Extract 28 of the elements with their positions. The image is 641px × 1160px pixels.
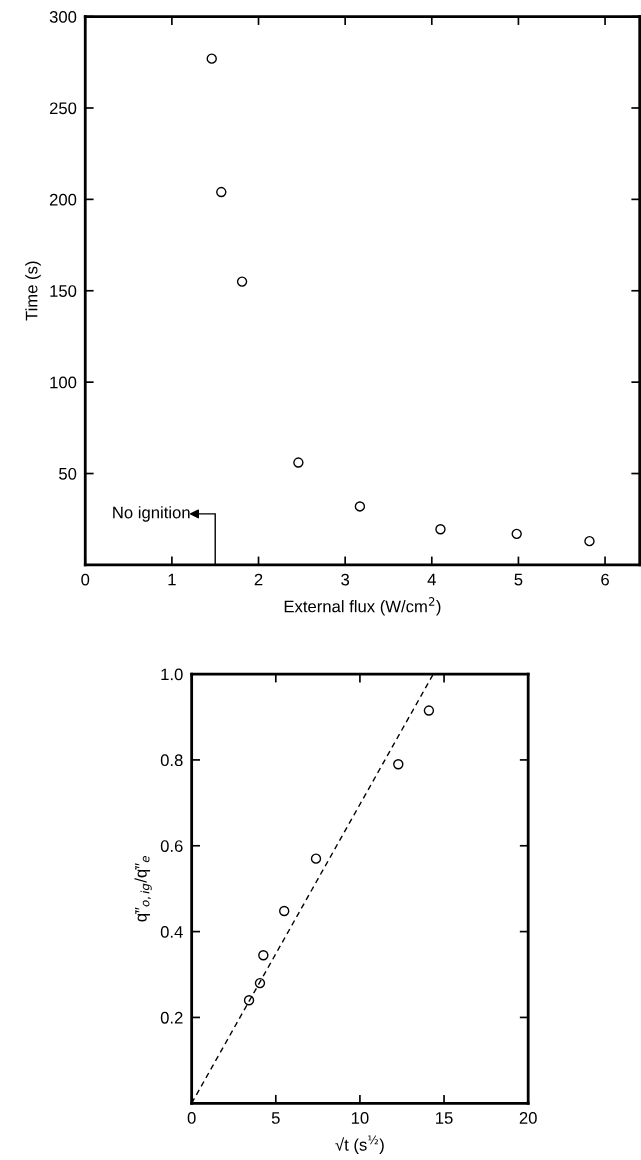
x-tick-label: 20 — [519, 1112, 537, 1124]
y-tick-label: 0.6 — [160, 840, 183, 852]
y-tick-label: 0.8 — [160, 754, 183, 767]
x-tick-label: 5 — [271, 1112, 280, 1124]
y-tick-label: 250 — [49, 102, 77, 115]
x-tick-label: 0 — [187, 1112, 196, 1124]
y-tick-label: 300 — [49, 10, 77, 23]
x-tick-label: 15 — [436, 1112, 453, 1124]
y-tick-label: 50 — [59, 467, 77, 480]
annotation: No ignition — [113, 506, 190, 522]
x-axis-title: External flux (W/cm$^{2}$) — [284, 597, 441, 616]
y-tick-label: 0.4 — [160, 926, 183, 938]
x-tick-label: 3 — [341, 573, 350, 586]
y-tick-label: 0.2 — [160, 1011, 183, 1024]
y-tick-label: 200 — [49, 193, 77, 206]
y-tick-label: 100 — [50, 376, 77, 389]
x-tick-label: 0 — [81, 573, 90, 586]
x-tick-label: 6 — [601, 573, 609, 586]
x-axis-title: √t (s$^{½}$) — [335, 1135, 384, 1154]
y-tick-label: 1.0 — [161, 668, 183, 681]
x-tick-label: 5 — [514, 573, 523, 586]
y-tick-label: 150 — [50, 285, 77, 297]
x-tick-label: 2 — [254, 573, 263, 586]
x-tick-label: 10 — [351, 1112, 369, 1124]
x-tick-label: 4 — [427, 573, 436, 586]
x-tick-label: 1 — [168, 573, 176, 586]
y-axis-title: q̇″$_{o,ig}$/q̇″$_{e}$ — [134, 856, 152, 922]
y-axis-title: Time (s) — [25, 261, 41, 321]
